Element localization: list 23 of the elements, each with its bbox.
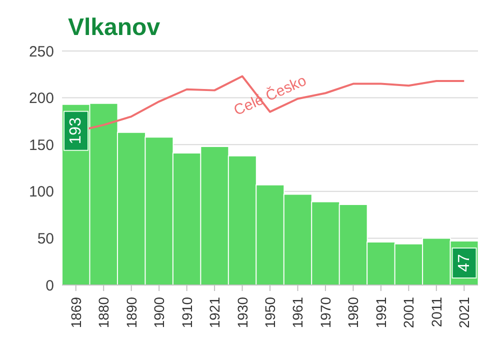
y-tick-label: 50 <box>37 230 54 248</box>
x-tick-label: 2021 <box>456 296 472 328</box>
x-tick-label: 1880 <box>96 296 112 328</box>
x-tick-label: 1950 <box>262 296 278 328</box>
x-tick-label: 1991 <box>372 296 389 328</box>
x-tick-label: 1910 <box>178 296 195 328</box>
chart-title: Vlkanov <box>68 14 160 42</box>
y-tick-label: 0 <box>46 277 54 294</box>
x-tick-label: 1980 <box>345 296 362 328</box>
x-tick-label: 2011 <box>428 296 444 328</box>
x-tick-label: 1900 <box>151 296 168 328</box>
x-tick-label: 1930 <box>234 296 250 328</box>
y-tick-label: 100 <box>28 184 54 201</box>
data-label: 47 <box>456 254 473 272</box>
y-tick-label: 150 <box>28 136 54 154</box>
y-tick-label: 200 <box>28 90 54 108</box>
y-tick-label: 250 <box>28 43 54 60</box>
x-tick-label: 2001 <box>400 296 417 328</box>
x-tick-label: 1970 <box>317 296 334 328</box>
x-tick-label: 1890 <box>123 296 140 328</box>
x-tick-label: 1921 <box>206 296 223 328</box>
x-tick-label: 1869 <box>68 296 84 328</box>
x-tick-label: 1961 <box>290 296 306 328</box>
